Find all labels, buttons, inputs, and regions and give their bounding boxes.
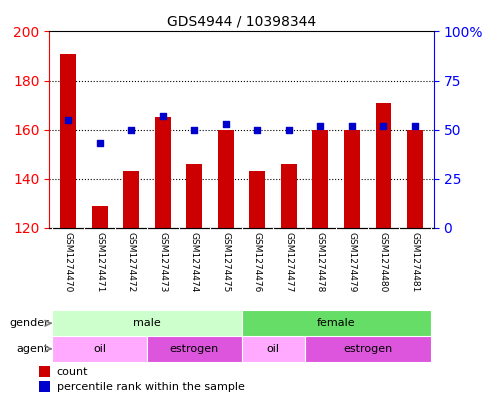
Text: GSM1274472: GSM1274472: [127, 232, 136, 292]
Point: [190, 127, 198, 133]
Text: female: female: [317, 318, 355, 328]
Point: [348, 123, 356, 129]
Text: GSM1274470: GSM1274470: [64, 232, 72, 292]
Title: GDS4944 / 10398344: GDS4944 / 10398344: [167, 15, 316, 29]
Text: GSM1274475: GSM1274475: [221, 232, 230, 292]
Point: [317, 123, 324, 129]
Bar: [407, 130, 423, 228]
Point: [222, 121, 230, 127]
Text: GSM1274474: GSM1274474: [190, 232, 199, 292]
Bar: [242, 310, 431, 336]
Bar: [155, 118, 171, 228]
Text: estrogen: estrogen: [170, 344, 219, 354]
Bar: [313, 130, 328, 228]
Bar: [52, 310, 242, 336]
Text: male: male: [133, 318, 161, 328]
Text: gender: gender: [9, 318, 49, 328]
Text: estrogen: estrogen: [343, 344, 392, 354]
Point: [411, 123, 419, 129]
Point: [159, 113, 167, 119]
Bar: [39, 366, 50, 377]
Bar: [147, 336, 242, 362]
Text: count: count: [57, 367, 88, 377]
Bar: [305, 336, 431, 362]
Text: GSM1274471: GSM1274471: [95, 232, 104, 292]
Bar: [249, 171, 265, 228]
Text: GSM1274473: GSM1274473: [158, 232, 167, 292]
Bar: [281, 164, 297, 228]
Text: agent: agent: [16, 344, 49, 354]
Bar: [123, 171, 139, 228]
Text: GSM1274481: GSM1274481: [411, 232, 420, 292]
Text: GSM1274476: GSM1274476: [253, 232, 262, 292]
Point: [64, 117, 72, 123]
Bar: [242, 336, 305, 362]
Bar: [218, 130, 234, 228]
Point: [96, 140, 104, 147]
Bar: [376, 103, 391, 228]
Point: [285, 127, 293, 133]
Point: [380, 123, 387, 129]
Bar: [92, 206, 107, 228]
Text: GSM1274480: GSM1274480: [379, 232, 388, 292]
Text: GSM1274479: GSM1274479: [348, 232, 356, 292]
Bar: [52, 336, 147, 362]
Point: [253, 127, 261, 133]
Text: percentile rank within the sample: percentile rank within the sample: [57, 382, 245, 391]
Bar: [186, 164, 202, 228]
Text: GSM1274478: GSM1274478: [316, 232, 325, 292]
Bar: [39, 381, 50, 391]
Text: oil: oil: [93, 344, 106, 354]
Bar: [344, 130, 360, 228]
Point: [127, 127, 135, 133]
Text: GSM1274477: GSM1274477: [284, 232, 293, 292]
Text: oil: oil: [267, 344, 280, 354]
Bar: [60, 53, 76, 228]
